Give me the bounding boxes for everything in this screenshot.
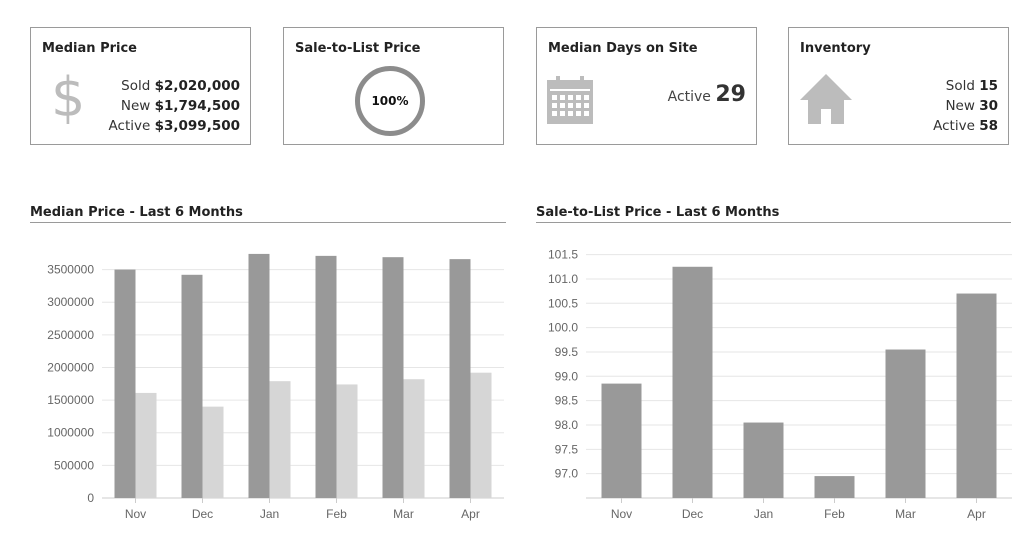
- divider: [536, 222, 1011, 223]
- stat-label: Active: [108, 118, 151, 134]
- bar: [248, 253, 270, 498]
- x-tick-label: Apr: [461, 507, 480, 521]
- y-tick-label: 98.5: [555, 394, 579, 408]
- x-tick-label: Jan: [754, 507, 773, 521]
- stat-value: $2,020,000: [154, 78, 240, 94]
- y-tick-label: 101.5: [548, 248, 578, 262]
- y-tick-label: 97.0: [555, 467, 579, 481]
- bar: [672, 266, 713, 498]
- stat-value: $3,099,500: [154, 118, 240, 134]
- y-tick-label: 99.5: [555, 345, 579, 359]
- bar: [382, 257, 404, 498]
- stat-value: 29: [715, 82, 746, 107]
- y-tick-label: 1500000: [47, 393, 94, 407]
- card-title: Median Price: [42, 41, 137, 56]
- stat-label: Active: [667, 89, 711, 105]
- x-tick-label: Mar: [895, 507, 916, 521]
- x-tick-label: Dec: [682, 507, 703, 521]
- stat-value: $1,794,500: [154, 98, 240, 114]
- x-tick-label: Dec: [192, 507, 213, 521]
- y-tick-label: 3500000: [47, 263, 94, 277]
- x-tick-label: Feb: [824, 507, 845, 521]
- x-tick-label: Apr: [967, 507, 986, 521]
- stat-sold: Sold 15: [933, 76, 998, 96]
- x-tick-label: Nov: [125, 507, 146, 521]
- bar: [315, 255, 337, 498]
- y-tick-label: 100.0: [548, 321, 578, 335]
- y-tick-label: 98.0: [555, 418, 579, 432]
- stat-new: New 30: [933, 96, 998, 116]
- bar: [449, 259, 471, 498]
- stat-value: 30: [979, 98, 998, 114]
- stat-active: Active $3,099,500: [109, 116, 240, 136]
- sale-to-list-chart: 97.0 97.5 98.0 98.5 99.0 99.5 100.0 100.5 101.0 1…: [548, 248, 1012, 521]
- card-title: Sale-to-List Price: [295, 41, 421, 56]
- bar: [202, 406, 224, 498]
- bar: [336, 384, 358, 498]
- inventory-stats: Sold 15 New 30 Active 58: [933, 76, 998, 136]
- stat-label: Active: [933, 118, 975, 134]
- y-tick-label: 0: [87, 491, 94, 505]
- dollar-icon: $: [51, 66, 86, 129]
- y-tick-label: 3000000: [47, 295, 94, 309]
- median-price-card: Median Price $ Sold $2,020,000 New $1,79…: [30, 27, 251, 145]
- chart-title: Sale-to-List Price - Last 6 Months: [536, 205, 780, 220]
- stat-label: New: [945, 98, 975, 114]
- bar: [269, 381, 291, 498]
- bar: [601, 383, 642, 498]
- y-tick-label: 500000: [54, 458, 94, 472]
- stat-label: New: [120, 98, 151, 114]
- calendar-icon: [547, 76, 593, 124]
- divider: [30, 222, 506, 223]
- bar: [743, 422, 784, 498]
- y-tick-label: 1000000: [47, 426, 94, 440]
- percent-ring: 100%: [355, 66, 425, 136]
- card-title: Median Days on Site: [548, 41, 698, 56]
- bar: [470, 372, 492, 498]
- x-tick-label: Feb: [326, 507, 347, 521]
- stat-label: Sold: [121, 78, 151, 94]
- stat-value: 58: [979, 118, 998, 134]
- bar: [814, 476, 855, 498]
- stat-active: Active 58: [933, 116, 998, 136]
- ring-value: 100%: [371, 94, 409, 108]
- x-tick-label: Jan: [260, 507, 279, 521]
- stat-sold: Sold $2,020,000: [109, 76, 240, 96]
- days-on-site-card: Median Days on Site Active 29: [536, 27, 757, 145]
- bar: [181, 274, 203, 498]
- bar: [403, 379, 425, 498]
- bar: [885, 349, 926, 498]
- card-title: Inventory: [800, 41, 871, 56]
- y-tick-label: 2000000: [47, 360, 94, 374]
- y-tick-label: 100.5: [548, 296, 578, 310]
- stat-new: New $1,794,500: [109, 96, 240, 116]
- sale-to-list-card: Sale-to-List Price 100%: [283, 27, 504, 145]
- bar: [956, 293, 997, 498]
- y-tick-label: 99.0: [555, 369, 579, 383]
- median-price-stats: Sold $2,020,000 New $1,794,500 Active $3…: [109, 76, 240, 136]
- y-tick-label: 101.0: [548, 272, 578, 286]
- bar: [114, 269, 136, 498]
- x-tick-label: Nov: [611, 507, 632, 521]
- y-tick-label: 2500000: [47, 328, 94, 342]
- stat-value: 15: [979, 78, 998, 94]
- inventory-card: Inventory Sold 15 New 30 Active 58: [788, 27, 1009, 145]
- active-days: Active 29: [668, 82, 746, 107]
- chart-title: Median Price - Last 6 Months: [30, 205, 243, 220]
- median-price-chart: 0 500000 1000000 1500000 2000000 2500000 30000…: [47, 253, 504, 521]
- x-tick-label: Mar: [393, 507, 414, 521]
- bar: [135, 392, 157, 498]
- house-icon: [800, 74, 852, 124]
- y-tick-label: 97.5: [555, 442, 579, 456]
- stat-label: Sold: [945, 78, 975, 94]
